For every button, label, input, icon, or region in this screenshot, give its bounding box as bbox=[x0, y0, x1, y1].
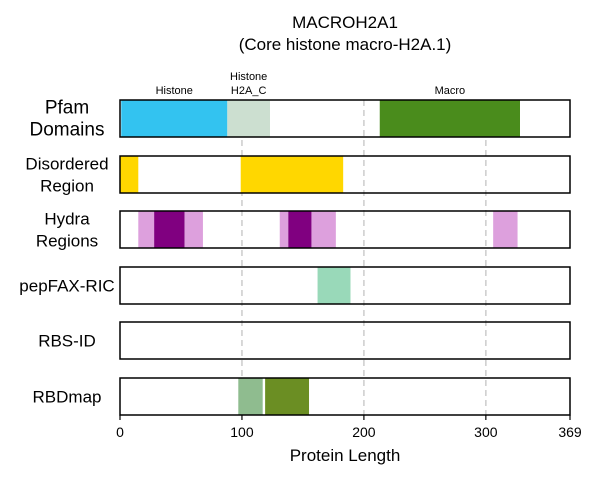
segment bbox=[184, 211, 203, 248]
chart-subtitle: (Core histone macro-H2A.1) bbox=[239, 35, 452, 54]
segment bbox=[120, 156, 139, 193]
track-border bbox=[119, 377, 571, 416]
track-2: Hydra Regions bbox=[36, 210, 571, 251]
track-label: RBS-ID bbox=[38, 332, 96, 351]
segment bbox=[265, 378, 310, 415]
track-border bbox=[119, 321, 571, 360]
track-border bbox=[119, 210, 571, 249]
track-border bbox=[119, 155, 571, 194]
x-tick-label: 100 bbox=[230, 424, 254, 440]
segment bbox=[227, 100, 270, 137]
x-axis: 0 100 200 300 369 bbox=[116, 415, 582, 440]
segment bbox=[493, 211, 518, 248]
track-label: Pfam bbox=[45, 98, 89, 119]
segment bbox=[279, 211, 289, 248]
track-label: Domains bbox=[30, 120, 105, 141]
segment bbox=[238, 378, 263, 415]
x-axis-label: Protein Length bbox=[290, 446, 401, 465]
track-1: Disordered Region bbox=[25, 155, 571, 196]
track-label: Hydra bbox=[44, 210, 90, 229]
segment-label: Histone bbox=[156, 85, 193, 97]
track-border bbox=[119, 266, 571, 305]
track-border bbox=[119, 99, 571, 138]
track-4: RBS-ID bbox=[38, 321, 571, 360]
segment bbox=[154, 211, 185, 248]
track-3: pepFAX-RIC bbox=[19, 266, 571, 305]
x-tick-label: 300 bbox=[474, 424, 498, 440]
segment bbox=[288, 211, 312, 248]
x-tick-label: 0 bbox=[116, 424, 124, 440]
segment bbox=[317, 267, 351, 304]
track-label: Disordered bbox=[25, 155, 108, 174]
segment bbox=[311, 211, 336, 248]
segment bbox=[121, 100, 228, 137]
track-label: RBDmap bbox=[33, 388, 102, 407]
gridlines bbox=[241, 100, 487, 415]
segment-label: Histone bbox=[230, 71, 267, 83]
x-tick-label: 200 bbox=[352, 424, 376, 440]
x-tick-label: 369 bbox=[558, 424, 582, 440]
segment bbox=[240, 156, 344, 193]
track-label: Regions bbox=[36, 232, 98, 251]
track-label: Region bbox=[40, 177, 94, 196]
segment bbox=[379, 100, 520, 137]
track-label: pepFAX-RIC bbox=[19, 277, 114, 296]
track-5: RBDmap bbox=[33, 377, 571, 416]
segment-label: H2A_C bbox=[231, 85, 267, 97]
segment-label: Macro bbox=[435, 85, 466, 97]
segment bbox=[138, 211, 155, 248]
chart-title: MACROH2A1 bbox=[292, 13, 398, 32]
